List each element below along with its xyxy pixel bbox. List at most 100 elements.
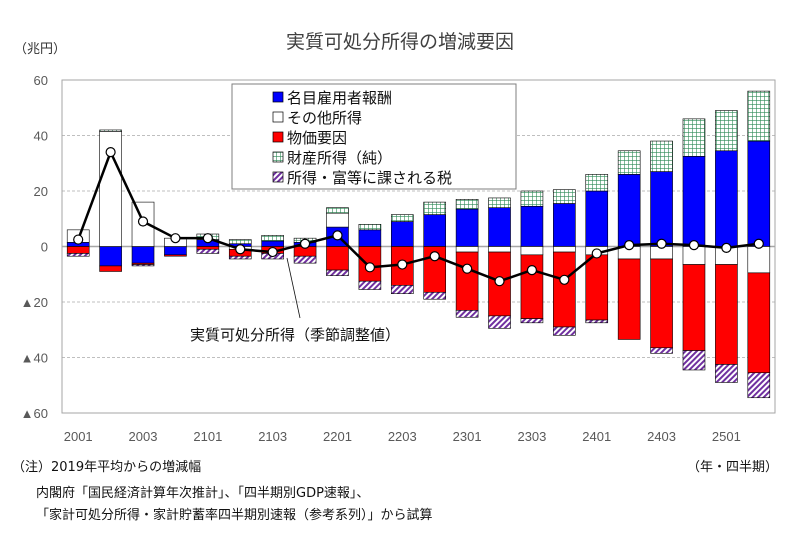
bar-price bbox=[455, 251, 479, 311]
y-tick-label: ▲20 bbox=[21, 295, 48, 310]
bar-tax bbox=[131, 264, 155, 267]
x-tick-label: 2203 bbox=[388, 429, 417, 444]
legend-label-price: 物価要因 bbox=[287, 129, 347, 147]
bar-tax bbox=[423, 291, 447, 300]
x-tick-label: 2003 bbox=[129, 429, 158, 444]
bar-comp bbox=[617, 174, 641, 247]
y-tick-label: 20 bbox=[34, 184, 48, 199]
bar-price bbox=[196, 246, 220, 250]
source-note-line1: 内閣府「国民経済計算年次推計」、「四半期別GDP速報」、 bbox=[36, 486, 370, 501]
bar-price bbox=[682, 264, 706, 351]
bar-stack-2002 bbox=[99, 129, 122, 272]
bar-comp bbox=[747, 140, 771, 247]
bar-comp bbox=[358, 229, 382, 247]
x-tick-label: 2403 bbox=[647, 429, 676, 444]
bar-property bbox=[650, 140, 673, 172]
bar-tax bbox=[293, 255, 317, 264]
bar-property bbox=[715, 110, 738, 152]
bar-stack-2301 bbox=[455, 199, 479, 318]
line-point bbox=[656, 238, 667, 249]
y-axis-unit: （兆円） bbox=[14, 42, 66, 57]
bar-stack-2304 bbox=[553, 189, 576, 336]
bar-tax bbox=[715, 364, 738, 383]
line-point bbox=[753, 238, 764, 249]
bar-other bbox=[326, 212, 349, 228]
bar-price bbox=[553, 251, 576, 328]
line-point bbox=[332, 230, 343, 241]
bar-price bbox=[585, 254, 609, 321]
bar-other bbox=[488, 246, 511, 253]
bar-property bbox=[747, 90, 771, 142]
bar-tax bbox=[455, 310, 479, 318]
line-point bbox=[397, 259, 408, 270]
chart-title: 実質可処分所得の増減要因 bbox=[286, 31, 514, 53]
bar-stack-2003 bbox=[131, 201, 155, 267]
bar-stack-2204 bbox=[423, 201, 447, 300]
bar-other bbox=[553, 246, 576, 253]
y-tick-label: 60 bbox=[34, 73, 48, 88]
bar-price bbox=[715, 264, 738, 365]
bar-property bbox=[585, 174, 609, 192]
bar-tax bbox=[520, 318, 544, 324]
bar-other bbox=[520, 246, 544, 256]
x-tick-label: 2201 bbox=[323, 429, 352, 444]
bar-price bbox=[520, 254, 544, 319]
bar-property bbox=[99, 129, 122, 132]
bar-comp bbox=[715, 150, 738, 247]
bar-price bbox=[164, 254, 187, 257]
bar-comp bbox=[488, 207, 511, 247]
bar-comp bbox=[553, 203, 576, 247]
line-point bbox=[267, 246, 278, 258]
legend-label-other: その他所得 bbox=[287, 109, 362, 127]
bar-comp bbox=[423, 214, 447, 247]
bar-property bbox=[326, 207, 349, 214]
bar-tax bbox=[390, 285, 414, 294]
bar-other bbox=[747, 246, 771, 274]
y-tick-label: 0 bbox=[41, 240, 48, 255]
bar-property bbox=[455, 199, 479, 210]
bar-tax bbox=[488, 315, 511, 329]
y-tick-label: ▲60 bbox=[21, 406, 48, 421]
bar-price bbox=[747, 272, 771, 374]
x-tick-label: 2101 bbox=[193, 429, 222, 444]
bar-stack-2404 bbox=[682, 118, 706, 371]
annotation-leader-line bbox=[286, 257, 301, 319]
y-tick-label: 40 bbox=[34, 129, 48, 144]
bar-comp bbox=[682, 156, 706, 247]
bar-property bbox=[488, 197, 511, 208]
bar-stack-2202 bbox=[358, 224, 382, 290]
bar-price bbox=[66, 246, 90, 254]
legend-swatch-tax bbox=[272, 171, 284, 183]
bar-comp bbox=[455, 208, 479, 247]
line-annotation: 実質可処分所得（季節調整値） bbox=[190, 326, 400, 344]
line-point bbox=[591, 248, 602, 259]
bar-price bbox=[650, 258, 673, 349]
bar-tax bbox=[553, 326, 576, 336]
line-point bbox=[73, 234, 84, 245]
bar-property bbox=[682, 118, 706, 157]
bar-property bbox=[228, 239, 252, 245]
x-tick-label: 2301 bbox=[453, 429, 482, 444]
bar-stack-2502 bbox=[747, 90, 771, 399]
legend-label-tax: 所得・富等に課される税 bbox=[287, 169, 452, 187]
bar-tax bbox=[585, 319, 609, 324]
bar-property bbox=[617, 150, 641, 175]
line-series bbox=[73, 147, 764, 287]
x-axis-ticks: 2001 2003 2101 2103 2201 2203 2301 2303 2401 2403… bbox=[64, 429, 741, 444]
x-tick-label: 2501 bbox=[712, 429, 741, 444]
bar-property bbox=[261, 235, 284, 242]
line-point bbox=[688, 240, 700, 251]
legend-swatch-property bbox=[272, 151, 284, 163]
line-point bbox=[137, 216, 149, 227]
bar-price bbox=[326, 246, 349, 271]
x-tick-label: 2401 bbox=[582, 429, 611, 444]
bar-tax bbox=[228, 255, 252, 260]
bar-comp bbox=[261, 240, 284, 247]
bar-comp bbox=[164, 246, 187, 256]
legend-swatch-other bbox=[272, 111, 284, 123]
line-point bbox=[170, 233, 181, 244]
line-point bbox=[559, 274, 570, 285]
bar-comp bbox=[390, 221, 414, 247]
